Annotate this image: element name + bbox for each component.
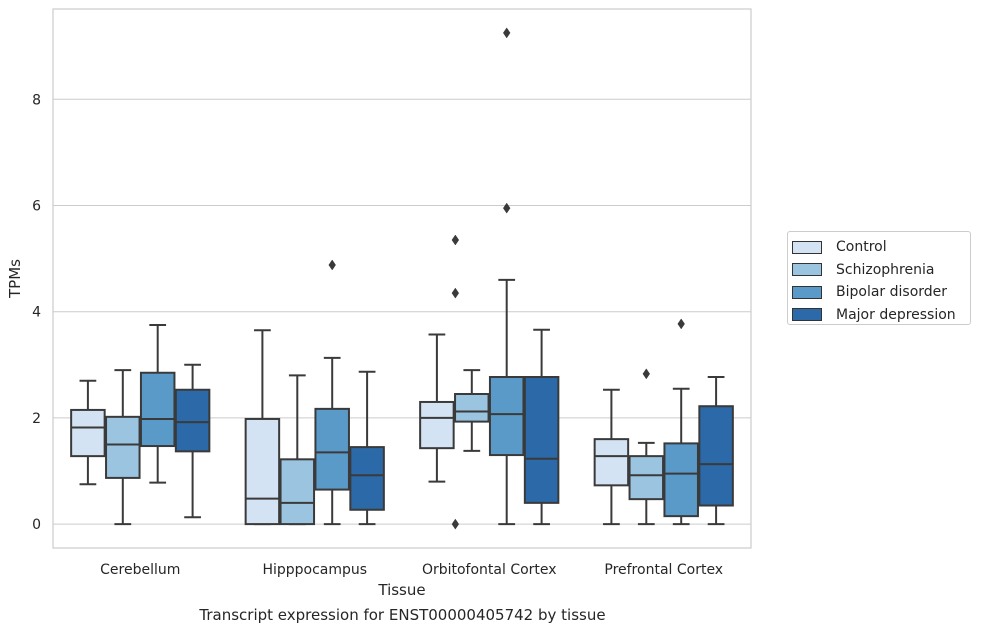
outlier-point: [677, 318, 685, 330]
plot-frame: [52, 8, 752, 549]
box-control: [244, 417, 281, 526]
y-tick-label: 0: [32, 517, 41, 533]
outlier-point: [502, 202, 511, 214]
box-schizophrenia: [105, 415, 141, 479]
outlier-point: [502, 27, 511, 39]
x-tick-label: Orbitofontal Cortex: [422, 562, 557, 578]
box-control: [419, 400, 455, 450]
box-bipolar-disorder: [663, 442, 699, 518]
chart-legend: Control Schizophrenia Bipolar disorder Majo…: [787, 231, 971, 325]
legend-swatch: [792, 285, 822, 299]
outlier-point: [451, 518, 460, 530]
x-axis-title: Tissue: [377, 581, 425, 599]
legend-item: Bipolar disorder: [792, 281, 970, 304]
box-major-depression: [174, 388, 211, 453]
chart-caption: Transcript expression for ENST0000040574…: [199, 606, 606, 624]
x-tick-label: Prefrontal Cortex: [604, 562, 723, 578]
outlier-point: [451, 287, 460, 299]
box-control: [70, 408, 106, 458]
legend-swatch: [792, 308, 822, 322]
outlier-point: [642, 368, 651, 380]
outlier-point: [451, 234, 460, 246]
x-tick-label: Cerebellum: [100, 562, 180, 578]
legend-swatch: [792, 240, 822, 254]
legend-item: Major depression: [792, 304, 970, 327]
y-tick-label: 6: [32, 198, 41, 214]
box-major-depression: [698, 405, 734, 507]
box-bipolar-disorder: [488, 376, 525, 457]
legend-label: Schizophrenia: [836, 261, 935, 278]
box-bipolar-disorder: [139, 371, 176, 448]
legend-label: Control: [836, 239, 887, 256]
box-control: [593, 438, 630, 487]
box-major-depression: [349, 446, 385, 511]
box-bipolar-disorder: [314, 407, 350, 491]
box-schizophrenia: [279, 458, 316, 526]
legend-item: Control: [792, 236, 970, 259]
box-schizophrenia: [628, 455, 665, 501]
y-tick-label: 2: [32, 411, 41, 427]
y-tick-label: 8: [32, 92, 41, 108]
legend-item: Schizophrenia: [792, 259, 970, 282]
box-major-depression: [523, 376, 560, 504]
box-schizophrenia: [454, 393, 490, 423]
y-tick-label: 4: [32, 305, 41, 321]
outlier-point: [328, 259, 336, 271]
y-axis-title: TPMs: [6, 259, 24, 299]
x-tick-label: Hipppocampus: [262, 562, 367, 578]
legend-swatch: [792, 263, 822, 277]
legend-label: Bipolar disorder: [836, 284, 948, 301]
legend-label: Major depression: [836, 306, 956, 323]
